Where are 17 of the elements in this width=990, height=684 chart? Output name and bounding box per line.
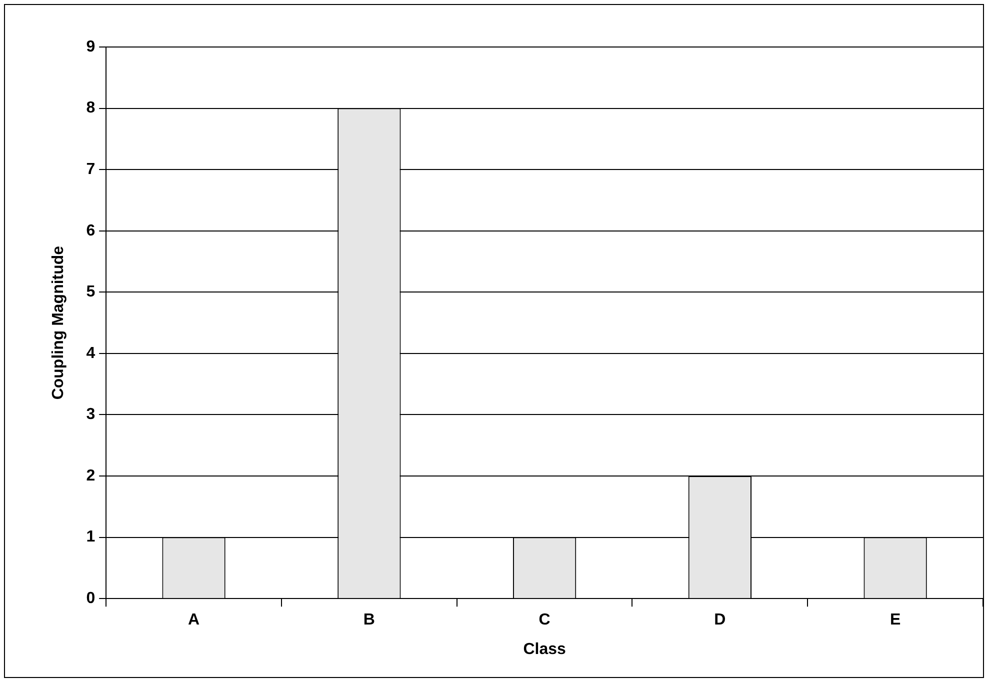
y-tick-label: 5 [86, 284, 96, 301]
x-tick-label: B [363, 612, 375, 629]
y-tick-label: 1 [86, 528, 96, 546]
x-tick-label: D [714, 612, 726, 629]
x-axis-title: Class [523, 640, 566, 658]
x-tick-label: C [538, 612, 551, 629]
y-tick-label: 3 [86, 406, 96, 424]
y-tick-label: 2 [86, 467, 96, 484]
x-tick-label: A [188, 612, 200, 629]
y-tick-label: 8 [86, 100, 96, 117]
y-tick-label: 4 [86, 344, 96, 362]
y-tick-label: 0 [86, 590, 96, 608]
x-tick-label: E [890, 612, 901, 629]
y-tick-label: 9 [86, 38, 96, 56]
y-tick-label: 6 [86, 222, 96, 240]
y-axis-title: Coupling Magnitude [50, 246, 68, 400]
y-tick-label: 7 [86, 160, 96, 178]
